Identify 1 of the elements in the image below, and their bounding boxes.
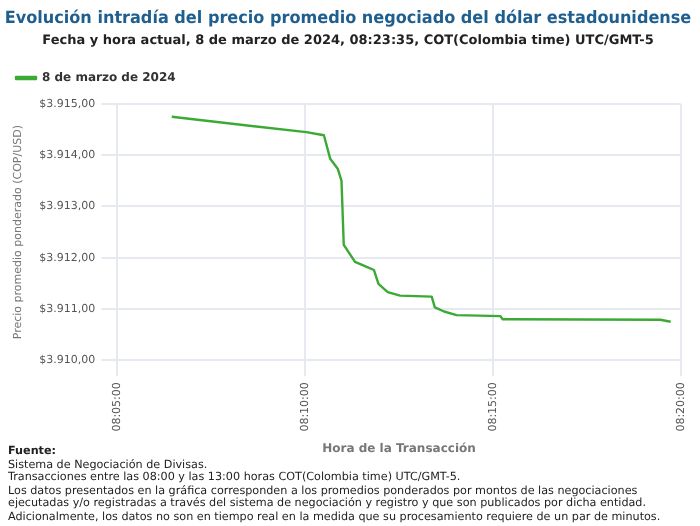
chart-title: Evolución intradía del precio promedio negociado del dólar estadounidense bbox=[4, 6, 693, 27]
